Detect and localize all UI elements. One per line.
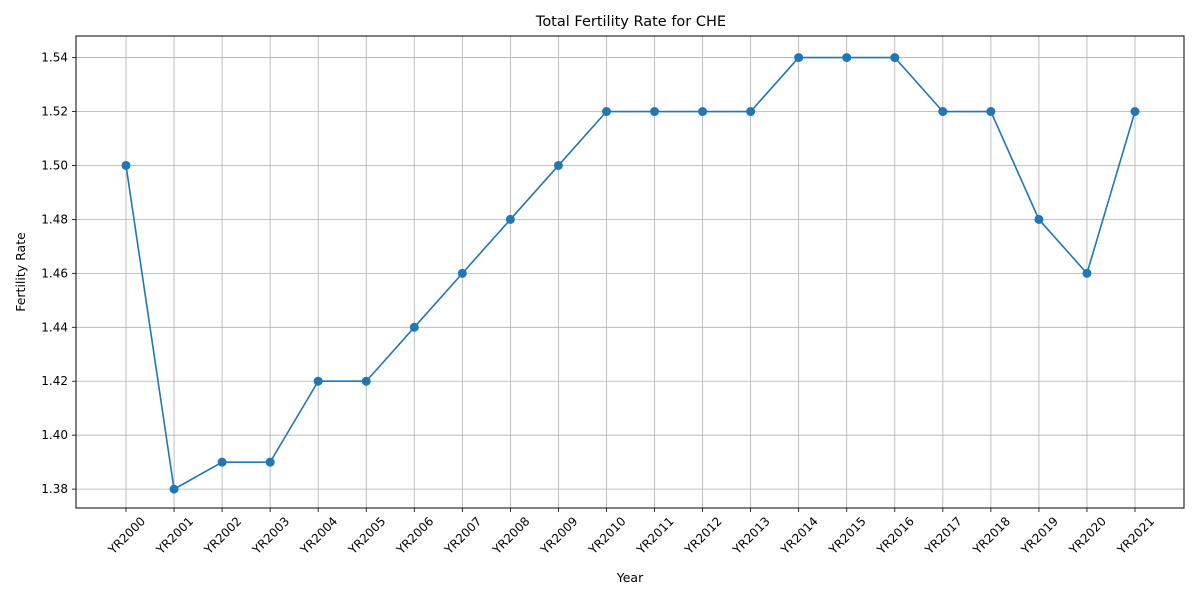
x-tick-label: YR2003 [249,514,292,557]
series-markers [121,53,1140,494]
series-line-group [125,56,1136,490]
data-point [1034,214,1044,224]
x-tick-label: YR2009 [537,514,580,557]
x-axis-label: Year [616,570,644,585]
data-point [601,107,611,117]
y-tick-label: 1.50 [41,158,68,172]
x-tick-label: YR2001 [153,514,196,557]
x-tick-label: YR2005 [345,514,388,557]
data-point [938,107,948,117]
y-tick-label: 1.40 [41,428,68,442]
x-tick-label: YR2007 [441,514,484,557]
y-tick-label: 1.38 [41,482,68,496]
data-point [650,107,660,117]
x-tick-label: YR2004 [297,514,340,557]
y-tick-label: 1.42 [41,374,68,388]
x-tick-label: YR2016 [874,514,917,557]
x-tick-label: YR2011 [633,514,676,557]
x-tick-label: YR2021 [1114,514,1157,557]
data-point [794,53,804,63]
data-point [265,457,275,467]
x-tick-label: YR2013 [729,514,772,557]
data-point [842,53,852,63]
x-tick-label: YR2008 [489,514,532,557]
data-point [457,268,467,278]
chart-title: Total Fertility Rate for CHE [535,14,726,30]
x-tick-label: YR2006 [393,514,436,557]
y-tick-label: 1.54 [41,51,68,65]
x-tick-label: YR2012 [681,514,724,557]
y-axis-ticks: 1.38 1.40 1.42 1.44 1.46 1.48 1.50 1.52 1.54 [41,51,76,496]
data-point [553,160,563,170]
data-point [698,107,708,117]
x-tick-label: YR2020 [1066,514,1109,557]
x-tick-label: YR2000 [105,514,148,557]
data-point [217,457,227,467]
y-tick-label: 1.48 [41,212,68,226]
data-point [746,107,756,117]
y-axis-label: Fertility Rate [13,232,28,312]
x-tick-label: YR2015 [826,514,869,557]
y-tick-label: 1.46 [41,266,68,280]
data-point [1130,107,1140,117]
data-point [121,160,131,170]
data-point [1082,268,1092,278]
y-tick-label: 1.44 [41,320,68,334]
data-point [890,53,900,63]
data-point [313,376,323,386]
x-tick-label: YR2019 [1018,514,1061,557]
x-tick-label: YR2018 [970,514,1013,557]
x-axis-ticks: YR2000 YR2001 YR2002 YR2003 YR2004 YR2005 YR20… [105,508,1157,558]
x-tick-label: YR2014 [777,514,820,557]
series-line [125,56,1136,490]
data-point [505,214,515,224]
data-point [986,107,996,117]
data-point [409,322,419,332]
plot-frame [75,35,1185,509]
data-point [169,484,179,494]
data-point [361,376,371,386]
y-tick-label: 1.52 [41,105,68,119]
x-tick-label: YR2017 [922,514,965,557]
x-tick-label: YR2010 [585,514,628,557]
grid [76,36,1184,508]
x-tick-label: YR2002 [201,514,244,557]
